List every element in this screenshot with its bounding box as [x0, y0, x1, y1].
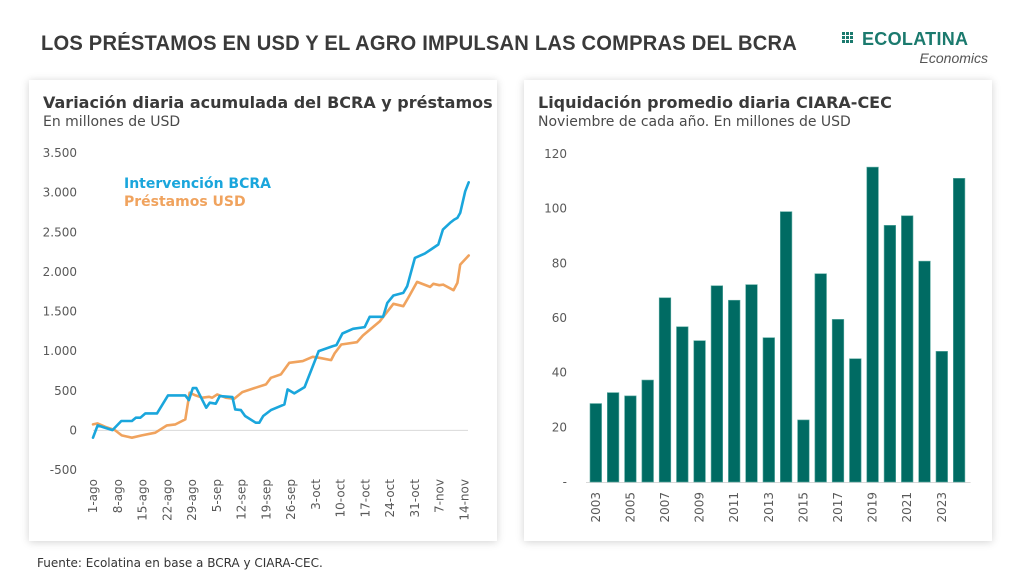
x-tick-label: 7-nov	[433, 479, 447, 513]
bar-2018	[849, 358, 862, 483]
bar-2017	[831, 319, 845, 483]
bar-chart-panel: Liquidación promedio diaria CIARA-CEC No…	[524, 80, 992, 541]
line-chart-panel: Variación diaria acumulada del BCRA y pr…	[29, 80, 497, 541]
x-tick-label: 12-sep	[235, 479, 249, 520]
x-tick-label: 1-ago	[86, 479, 100, 513]
y-tick-label: 3.000	[43, 186, 77, 200]
bar-2014	[779, 211, 793, 483]
x-tick-label: 2005	[623, 492, 637, 523]
x-tick-label: 14-nov	[457, 479, 471, 521]
x-tick-label: 19-sep	[259, 479, 273, 520]
x-tick-label: 31-oct	[408, 479, 422, 518]
legend-prestamos-usd: Préstamos USD	[124, 194, 246, 210]
y-tick-label: 3.500	[43, 146, 77, 160]
bar-chart: - 20 40 60 80 100 120 2003 2005 2007 2009 2011 2013 2…	[544, 147, 971, 523]
bar-2019	[866, 166, 879, 483]
bar-2005	[624, 395, 637, 483]
legend-intervencion-bcra: Intervención BCRA	[124, 176, 271, 192]
y-tick-label: -	[563, 475, 567, 489]
bar-2006	[641, 379, 654, 483]
x-tick-label: 2015	[796, 492, 810, 523]
x-tick-label: 29-ago	[185, 479, 199, 521]
logo-subtitle: Economics	[919, 50, 988, 66]
x-tick-label: 2003	[589, 492, 603, 523]
line-chart-subtitle: En millones de USD	[43, 114, 181, 130]
y-tick-label: 1.500	[43, 305, 77, 319]
x-tick-label: 26-sep	[284, 479, 298, 520]
y-tick-label: 100	[544, 202, 567, 216]
logo-name: ECOLATINA	[862, 29, 969, 49]
bar-2024	[952, 178, 966, 483]
x-tick-label: 2021	[900, 492, 914, 523]
x-tick-label: 2017	[831, 492, 845, 523]
source-note: Fuente: Ecolatina en base a BCRA y CIARA…	[37, 556, 323, 570]
x-tick-label: 2019	[866, 492, 880, 523]
bar-2009	[693, 340, 706, 483]
y-tick-label: 40	[552, 366, 567, 380]
x-tick-label: 22-ago	[160, 479, 174, 521]
series-line-prestamos-usd	[91, 254, 471, 440]
bar-2023	[935, 351, 948, 483]
bar-2003	[589, 403, 602, 483]
y-tick-label: 80	[552, 256, 567, 270]
y-tick-label: 0	[69, 423, 77, 437]
y-tick-label: 60	[552, 311, 567, 325]
bar-2004	[607, 392, 620, 483]
page-title: LOS PRÉSTAMOS EN USD Y EL AGRO IMPULSAN …	[41, 32, 798, 55]
x-tick-label: 2013	[762, 492, 776, 523]
x-tick-label: 2011	[727, 492, 741, 523]
x-tick-label: 15-ago	[136, 479, 150, 521]
bar-2022	[918, 260, 931, 483]
bar-chart-title: Liquidación promedio diaria CIARA-CEC	[538, 93, 892, 112]
y-tick-label: 2.000	[43, 265, 77, 279]
series-line-intervencion-bcra	[91, 181, 471, 440]
x-tick-label: 2023	[935, 492, 949, 523]
x-tick-label: 10-oct	[334, 479, 348, 518]
y-tick-label: 1.000	[43, 344, 77, 358]
x-tick-label: 2007	[658, 492, 672, 523]
y-tick-label: -500	[50, 463, 77, 477]
y-tick-label: 20	[552, 420, 567, 434]
ecolatina-logo: ECOLATINA Economics	[842, 29, 992, 69]
y-tick-label: 2.500	[43, 225, 77, 239]
bar-2011	[728, 299, 741, 483]
y-tick-label: 500	[54, 384, 77, 398]
bar-chart-subtitle: Noviembre de cada año. En millones de US…	[538, 114, 851, 130]
bar-2016	[814, 273, 827, 483]
x-tick-label: 3-oct	[309, 479, 323, 510]
logo-dots-icon	[842, 32, 858, 46]
x-tick-label: 2009	[693, 492, 707, 523]
x-tick-label: 17-oct	[358, 479, 372, 518]
x-tick-label: 8-ago	[111, 479, 125, 513]
bar-2020	[883, 225, 897, 483]
line-chart-title: Variación diaria acumulada del BCRA y pr…	[43, 93, 493, 112]
x-tick-label: 24-oct	[383, 479, 397, 518]
line-chart: -500 0 500 1.000 1.500 2.000 2.500 3.000 3.500 1-…	[43, 146, 472, 521]
bar-2015	[797, 419, 810, 483]
bar-2007	[658, 297, 672, 483]
bar-2008	[676, 326, 689, 483]
bar-2010	[710, 285, 724, 483]
bar-2012	[745, 284, 758, 483]
bar-2021	[901, 215, 914, 483]
x-tick-label: 5-sep	[210, 479, 224, 512]
y-tick-label: 120	[544, 147, 567, 161]
bar-2013	[762, 337, 775, 483]
